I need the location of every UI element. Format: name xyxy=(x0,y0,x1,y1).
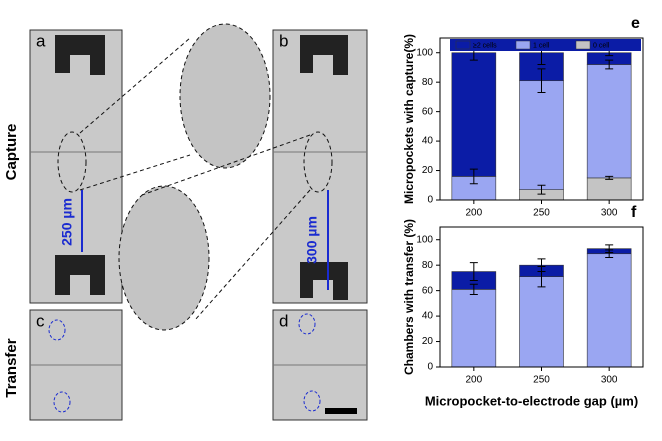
error-bar xyxy=(537,258,546,273)
x-tick-label: 200 xyxy=(465,375,482,386)
x-axis-label: Micropocket-to-electrode gap (µm) xyxy=(425,393,638,408)
panel-label: c xyxy=(36,311,45,330)
bar-segment xyxy=(586,64,632,179)
electrode xyxy=(300,262,348,300)
x-tick-label: 250 xyxy=(533,375,550,386)
panel-label: d xyxy=(279,311,288,330)
y-axis-label: Chambers with transfer (%) xyxy=(402,219,416,375)
error-bar xyxy=(469,262,478,281)
error-bar xyxy=(469,283,478,295)
y-tick-label: 0 xyxy=(427,195,433,206)
row-label: Capture xyxy=(3,124,20,181)
micrographs: a b c d Capture Transfer 250 µm 300 µm xyxy=(3,23,368,421)
zoom-region xyxy=(303,131,333,193)
electrode xyxy=(55,35,105,75)
y-axis-label: Micropockets with capture(%) xyxy=(402,34,416,204)
bar-segment xyxy=(586,253,632,368)
y-tick-label: 100 xyxy=(416,47,433,58)
gap-label: 300 µm xyxy=(304,216,320,264)
error-bar xyxy=(537,68,546,93)
electrode xyxy=(300,35,348,75)
scale-bar xyxy=(325,408,357,414)
y-tick-label: 60 xyxy=(422,106,434,117)
legend-swatch xyxy=(575,40,591,50)
y-tick-label: 80 xyxy=(422,77,434,88)
panel-label: a xyxy=(36,31,46,50)
plot-frame xyxy=(439,37,644,201)
row-label: Transfer xyxy=(3,338,20,397)
electrode xyxy=(55,255,105,295)
error-bar xyxy=(605,59,614,70)
y-tick-label: 40 xyxy=(422,136,434,147)
error-bar xyxy=(469,168,478,185)
error-bar xyxy=(605,175,614,180)
y-tick-label: 100 xyxy=(416,234,433,245)
zoom-b xyxy=(179,23,271,169)
zoom-line xyxy=(79,154,191,191)
legend xyxy=(450,39,641,51)
y-tick-label: 20 xyxy=(422,336,434,347)
legend-label: ≥2 cells xyxy=(473,42,497,49)
y-tick-label: 20 xyxy=(422,165,434,176)
bar-segment xyxy=(519,80,564,190)
y-tick-label: 60 xyxy=(422,285,434,296)
x-tick-label: 250 xyxy=(533,208,550,219)
legend-swatch xyxy=(515,40,531,50)
legend-label: 0 cell xyxy=(593,42,610,49)
zoom-line xyxy=(79,37,191,134)
plot-frame xyxy=(439,226,644,368)
legend-swatch xyxy=(455,40,471,50)
error-bar xyxy=(537,184,546,195)
gap-label: 250 µm xyxy=(59,198,75,246)
bar-segment xyxy=(451,289,497,368)
cell-marker xyxy=(48,319,66,341)
y-tick-label: 0 xyxy=(427,362,433,373)
zoom-line xyxy=(141,134,311,196)
cell-marker xyxy=(303,390,321,412)
bar-segment xyxy=(519,276,564,368)
x-tick-label: 300 xyxy=(601,208,618,219)
bar-segment xyxy=(451,52,497,177)
zoom-line xyxy=(194,189,311,321)
legend-label: 1 cell xyxy=(533,42,550,49)
bar-segment xyxy=(586,177,632,201)
panel-label: b xyxy=(279,31,288,50)
panel-label: f xyxy=(631,204,637,221)
cell-marker xyxy=(298,313,316,335)
x-tick-label: 300 xyxy=(601,375,618,386)
error-bar xyxy=(605,244,614,253)
zoom-a xyxy=(118,185,210,331)
y-tick-label: 40 xyxy=(422,311,434,322)
image-b xyxy=(272,29,368,304)
zoom-region xyxy=(57,131,87,193)
x-tick-label: 200 xyxy=(465,208,482,219)
y-tick-label: 80 xyxy=(422,260,434,271)
cell-marker xyxy=(53,391,71,413)
panel-label: e xyxy=(631,15,640,32)
